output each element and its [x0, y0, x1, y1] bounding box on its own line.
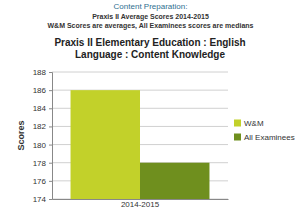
y-tick: 174 — [33, 195, 52, 204]
y-tick-label: 176 — [33, 177, 47, 186]
bars — [71, 90, 210, 199]
grid-line — [52, 72, 228, 73]
bar — [71, 90, 140, 199]
y-tick-mark — [49, 90, 52, 91]
legend-label: All Examinees — [244, 133, 295, 142]
y-axis-line — [49, 73, 53, 200]
y-tick-mark — [49, 72, 52, 73]
y-tick-mark — [49, 108, 52, 109]
legend-swatch — [234, 120, 241, 127]
y-tick-mark — [49, 126, 52, 127]
y-tick: 180 — [33, 141, 52, 150]
x-tick: 2014-2015 — [121, 199, 160, 209]
y-tick: 184 — [33, 104, 52, 113]
y-tick-label: 174 — [33, 195, 47, 204]
y-tick: 188 — [33, 68, 52, 77]
subheading: Praxis II Average Scores 2014-2015 — [92, 13, 209, 21]
bar — [140, 163, 209, 199]
subheading: W&M Scores are averages, All Examinees s… — [48, 22, 254, 30]
legend-swatch — [234, 134, 241, 141]
y-tick-mark — [49, 163, 52, 164]
y-tick-label: 182 — [33, 122, 47, 131]
x-tick-label: 2014-2015 — [121, 200, 160, 209]
heading: Content Preparation: — [114, 2, 188, 11]
y-tick-label: 184 — [33, 104, 47, 113]
y-axis: 174 176 178 180 182 184 186 188 — [33, 68, 53, 204]
y-tick: 186 — [33, 86, 52, 95]
chart-title: Praxis II Elementary Education : English… — [54, 37, 245, 60]
x-axis: 2014-2015 — [53, 199, 229, 209]
y-tick-mark — [49, 181, 52, 182]
y-tick-label: 188 — [33, 68, 47, 77]
legend: W&M All Examinees — [234, 119, 295, 142]
y-tick-label: 186 — [33, 86, 47, 95]
y-tick-mark — [49, 145, 52, 146]
y-tick-label: 180 — [33, 141, 47, 150]
y-tick-label: 178 — [33, 159, 47, 168]
page: Content Preparation: Praxis II Average Sc… — [0, 0, 301, 216]
y-tick: 176 — [33, 177, 52, 186]
y-axis-title: Scores — [16, 120, 26, 150]
legend-label: W&M — [244, 119, 264, 128]
y-tick: 182 — [33, 122, 52, 131]
y-tick: 178 — [33, 159, 52, 168]
y-tick-mark — [49, 199, 52, 200]
chart-title-line: Language : Content Knowledge — [75, 49, 225, 60]
chart-title-line: Praxis II Elementary Education : English — [54, 37, 245, 48]
